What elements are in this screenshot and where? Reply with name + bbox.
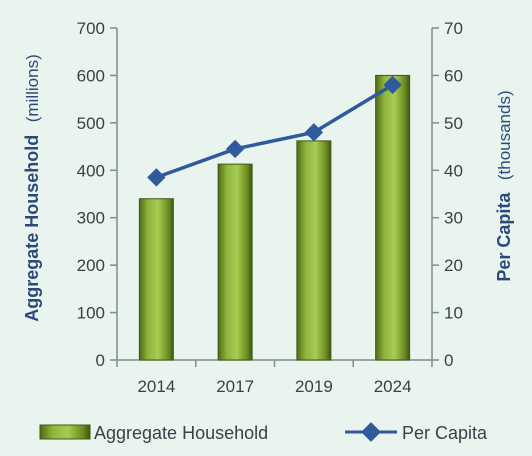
right-tick-label: 0	[444, 351, 453, 370]
line-marker	[225, 139, 245, 159]
right-tick-label: 30	[444, 209, 463, 228]
left-tick-label: 600	[77, 66, 105, 85]
svg-text:Aggregate Household (m: Aggregate Household (millions)	[22, 54, 42, 321]
x-tick-label: 2024	[374, 377, 412, 396]
bar	[138, 198, 174, 361]
left-tick-label: 300	[77, 209, 105, 228]
right-tick-label: 60	[444, 66, 463, 85]
svg-text:Per Capita (thousands): Per Capita (thousands)	[494, 90, 514, 281]
left-axis-title: Aggregate Household (millions)	[22, 54, 42, 321]
left-axis-unit: (millions)	[23, 54, 42, 122]
right-tick-label: 50	[444, 114, 463, 133]
legend: Aggregate Household Per Capita	[39, 422, 488, 443]
right-tick-label: 10	[444, 304, 463, 323]
x-tick-label: 2017	[216, 377, 254, 396]
left-axis: 0 100 200 300 400 500 600 700	[77, 19, 117, 370]
left-tick-label: 700	[77, 19, 105, 38]
bars	[138, 74, 411, 361]
right-tick-label: 20	[444, 256, 463, 275]
left-tick-label: 400	[77, 161, 105, 180]
legend-label-line: Per Capita	[402, 423, 488, 443]
line-marker	[383, 75, 402, 95]
right-axis-unit: (thousands)	[495, 90, 514, 180]
right-axis-title: Per Capita (thousands)	[494, 90, 514, 281]
line-marker	[147, 168, 166, 187]
right-tick-label: 40	[444, 161, 463, 180]
left-tick-label: 100	[77, 304, 105, 323]
line-marker	[304, 123, 324, 142]
legend-swatch-bar	[39, 424, 91, 440]
legend-swatch-line	[345, 422, 397, 442]
bar	[217, 163, 253, 361]
bar	[296, 140, 332, 361]
right-axis: 0 10 20 30 40 50 60 70	[432, 19, 463, 370]
left-tick-label: 200	[77, 256, 105, 275]
bar	[375, 74, 411, 361]
line-series	[147, 75, 402, 187]
right-tick-label: 70	[444, 19, 463, 38]
x-tick-label: 2019	[295, 377, 333, 396]
x-tick-label: 2014	[137, 377, 175, 396]
legend-label-bar: Aggregate Household	[94, 423, 268, 443]
right-axis-label: Per Capita	[494, 192, 514, 282]
left-tick-label: 500	[77, 114, 105, 133]
per-capita-line	[155, 83, 394, 180]
x-axis: 2014 2017 2019 2024	[116, 360, 433, 396]
left-tick-label: 0	[96, 351, 105, 370]
left-axis-label: Aggregate Household	[22, 135, 42, 322]
